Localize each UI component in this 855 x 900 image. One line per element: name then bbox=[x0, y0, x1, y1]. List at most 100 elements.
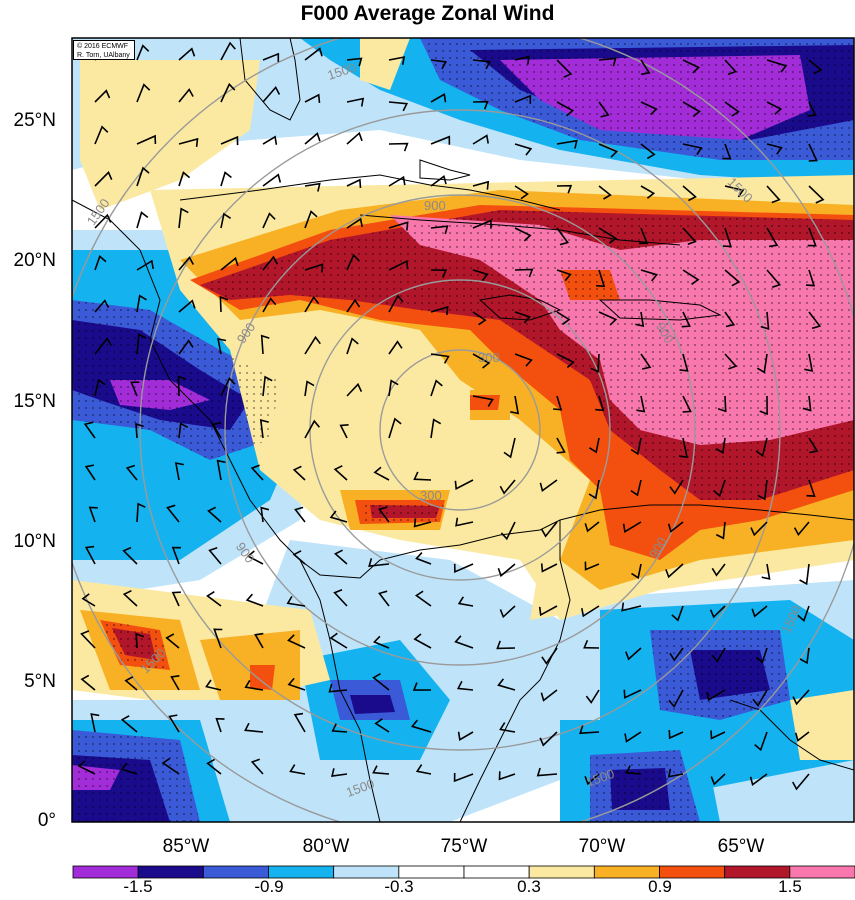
wind-barb bbox=[94, 255, 107, 271]
wind-barb bbox=[538, 605, 558, 617]
stipple-significance bbox=[72, 38, 854, 822]
wind-barb bbox=[759, 395, 768, 416]
wind-barb bbox=[220, 256, 239, 271]
wind-barb bbox=[472, 134, 489, 145]
wind-barb bbox=[640, 185, 656, 199]
wind-barb bbox=[556, 139, 578, 149]
wind-barb bbox=[472, 180, 490, 190]
wind-barb bbox=[595, 395, 605, 412]
wind-barb bbox=[496, 640, 516, 650]
wind-barb bbox=[94, 337, 112, 355]
wind-barb bbox=[553, 395, 563, 411]
wind-barb bbox=[388, 175, 406, 187]
wind-barbs bbox=[77, 41, 825, 791]
wind-barb bbox=[304, 419, 321, 439]
wind-barb bbox=[640, 353, 652, 370]
wind-barb bbox=[710, 773, 726, 786]
wind-barb bbox=[556, 437, 566, 454]
wind-barb bbox=[178, 256, 195, 271]
wind-barb bbox=[681, 311, 691, 328]
wind-barb bbox=[630, 437, 642, 456]
wind-barb bbox=[472, 353, 491, 369]
wind-barb bbox=[124, 676, 138, 691]
ring-label: 300 bbox=[478, 350, 500, 365]
coastlines bbox=[72, 38, 854, 822]
wind-barb bbox=[246, 550, 264, 565]
wind-barb bbox=[808, 185, 825, 204]
wind-barb bbox=[346, 298, 361, 313]
wind-barb bbox=[125, 464, 138, 481]
wind-barb bbox=[598, 185, 612, 200]
wind-barb bbox=[715, 521, 726, 540]
wind-barb bbox=[346, 253, 360, 271]
wind-barb bbox=[220, 212, 232, 229]
wind-barb bbox=[598, 311, 618, 326]
wind-barb bbox=[682, 395, 692, 413]
wind-barb bbox=[372, 673, 390, 691]
wind-barb bbox=[346, 217, 363, 229]
wind-barb bbox=[808, 59, 823, 75]
wind-barb bbox=[346, 178, 362, 188]
wind-barb bbox=[472, 100, 489, 110]
wind-barb bbox=[135, 632, 145, 649]
credit-copyright: © 2016 ECMWF bbox=[77, 43, 129, 50]
wind-barb bbox=[750, 521, 768, 537]
wind-barb bbox=[682, 143, 703, 156]
lat-label-25n: 25°N bbox=[13, 110, 56, 131]
wind-barb bbox=[178, 422, 189, 439]
wind-barb bbox=[328, 683, 348, 693]
lat-label-5n: 5°N bbox=[24, 671, 56, 692]
wind-barb bbox=[499, 605, 516, 619]
wind-barb bbox=[457, 731, 474, 741]
wind-barb bbox=[665, 563, 684, 579]
wind-barb bbox=[766, 101, 783, 115]
wind-barb bbox=[430, 418, 442, 439]
wind-barb bbox=[556, 184, 573, 194]
wind-barb bbox=[346, 131, 363, 145]
wind-barb bbox=[498, 771, 516, 781]
lat-label-0: 0° bbox=[37, 810, 56, 831]
wind-barb bbox=[588, 479, 600, 500]
wind-barb bbox=[709, 605, 726, 619]
wind-barb bbox=[220, 41, 236, 61]
wind-barb bbox=[766, 227, 779, 248]
wind-barb bbox=[761, 563, 771, 580]
wind-barb bbox=[244, 722, 264, 733]
wind-barb bbox=[711, 647, 726, 663]
wind-barb bbox=[94, 171, 113, 187]
wind-barb bbox=[430, 305, 449, 316]
wind-barb bbox=[373, 466, 390, 481]
wind-barb bbox=[378, 506, 390, 523]
wind-barb bbox=[682, 269, 700, 285]
wind-barb bbox=[346, 57, 363, 67]
credit-box: © 2016 ECMWF R. Torn, UAlbany bbox=[73, 40, 135, 60]
wind-barb bbox=[374, 718, 390, 733]
wind-barb bbox=[94, 213, 112, 229]
wind-barb bbox=[178, 171, 191, 187]
wind-barb bbox=[598, 143, 619, 158]
wind-barb bbox=[751, 605, 768, 618]
wind-barb bbox=[514, 55, 530, 65]
wind-barb bbox=[536, 767, 558, 777]
wind-barb bbox=[161, 757, 180, 775]
wind-barb bbox=[136, 259, 154, 271]
wind-barb bbox=[472, 219, 492, 229]
wind-barb bbox=[293, 712, 306, 733]
wind-barb bbox=[583, 639, 600, 649]
wind-barb bbox=[514, 268, 534, 278]
lon-label-75w: 75°W bbox=[440, 836, 488, 857]
wind-barb bbox=[260, 334, 270, 355]
wind-barb bbox=[556, 353, 575, 369]
wind-barb bbox=[514, 185, 529, 200]
wind-barb bbox=[250, 758, 264, 775]
wind-barb bbox=[500, 521, 516, 541]
wind-barb bbox=[171, 546, 181, 565]
wind-barb bbox=[206, 591, 222, 607]
wind-barb bbox=[130, 381, 140, 397]
wind-barb bbox=[294, 506, 306, 523]
wind-barb bbox=[598, 57, 617, 67]
wind-barb bbox=[136, 502, 146, 523]
wind-barb bbox=[304, 182, 321, 192]
wind-barb bbox=[262, 173, 282, 187]
